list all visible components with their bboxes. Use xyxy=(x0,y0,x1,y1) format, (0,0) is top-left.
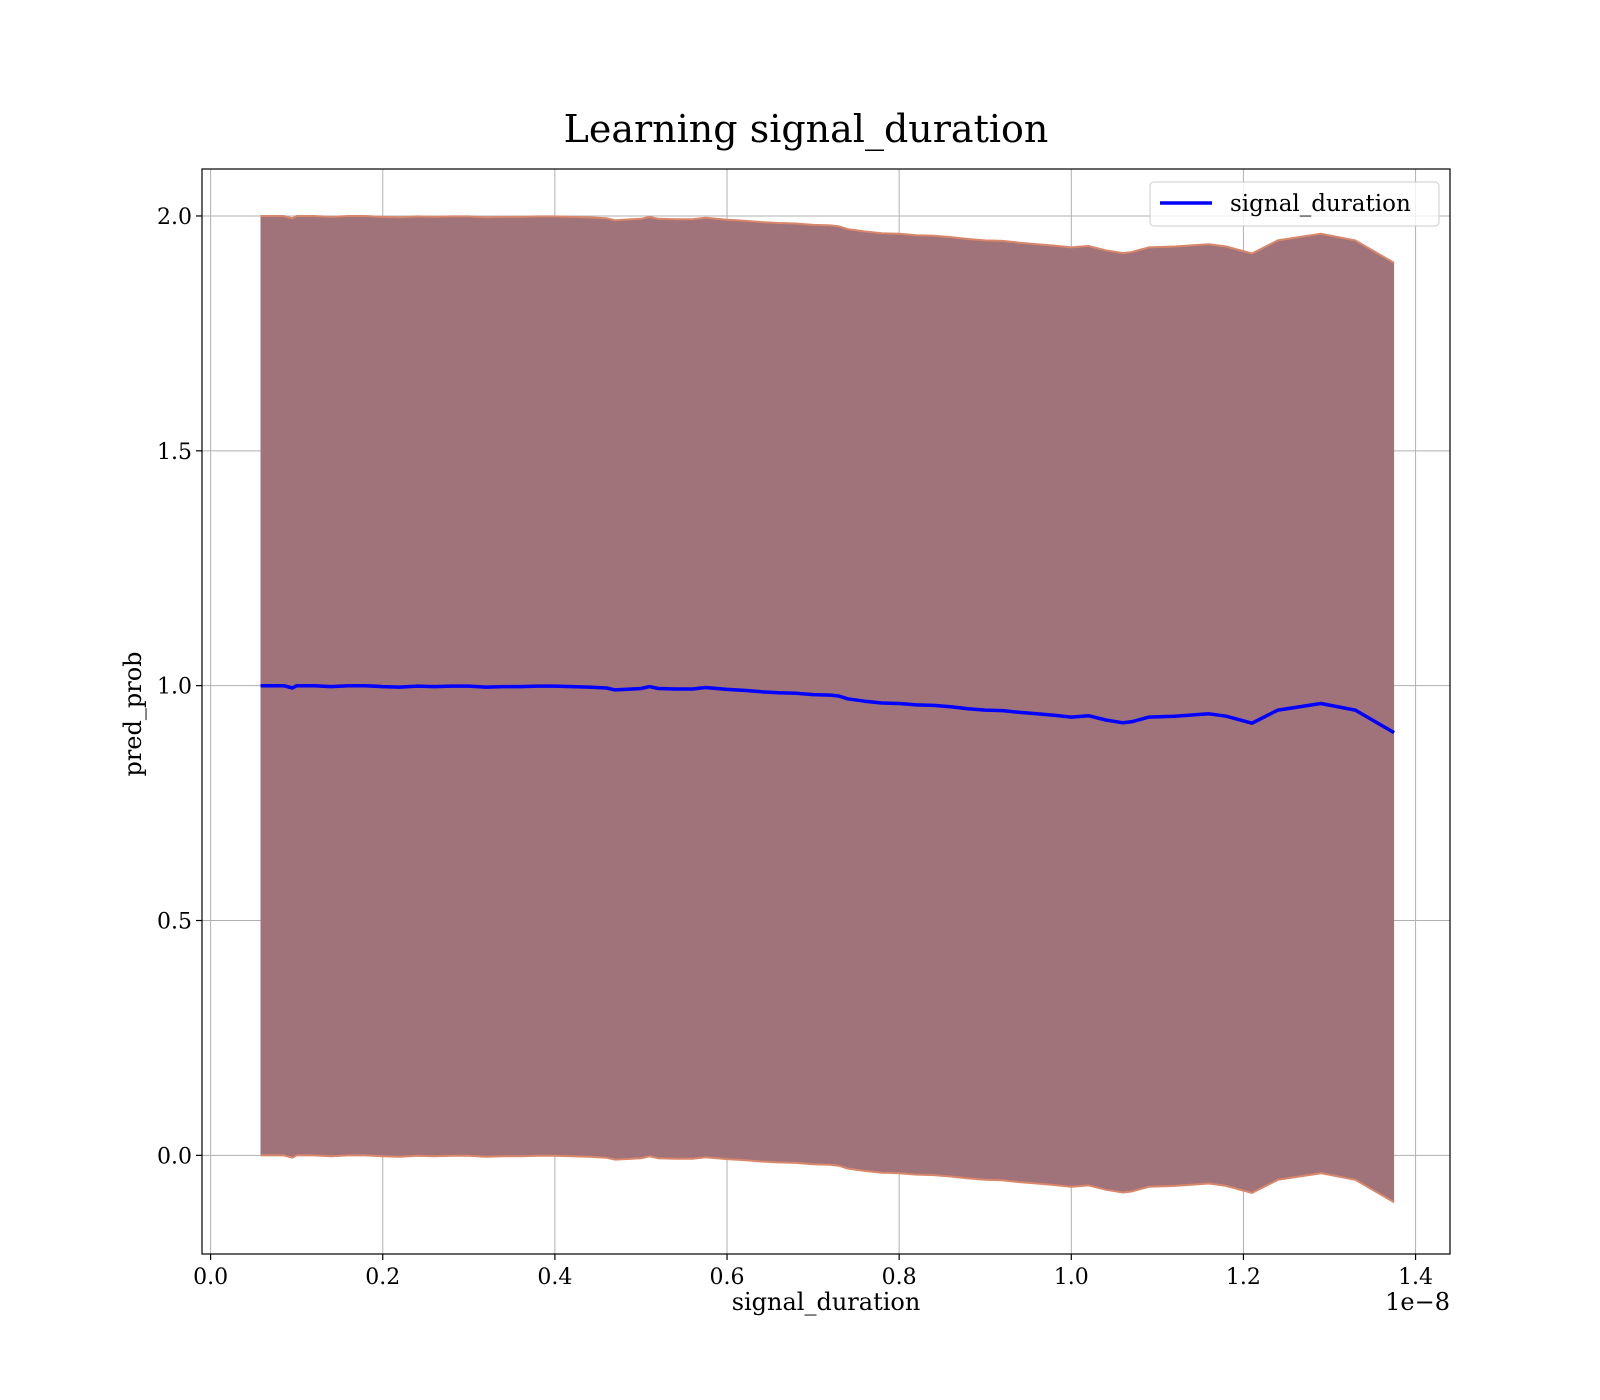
x-tick-label: 1.4 xyxy=(1398,1265,1433,1290)
x-tick-label: 0.4 xyxy=(537,1265,572,1290)
band-area xyxy=(260,216,1395,1203)
legend-entry-label: signal_duration xyxy=(1230,191,1411,217)
confidence-band xyxy=(260,215,1395,1204)
plot-frame xyxy=(201,168,1451,1255)
legend-box xyxy=(1149,181,1440,227)
x-ticks: 0.0 0.2 0.4 0.6 0.8 1.0 1.2 1.4 xyxy=(193,1254,1433,1290)
x-axis-label: signal_duration xyxy=(732,1288,921,1316)
series-lines xyxy=(260,683,1395,735)
band-upper-edge xyxy=(260,215,1395,264)
y-ticks: 0.0 0.5 1.0 1.5 2.0 xyxy=(157,205,202,1169)
y-tick-label: 2.0 xyxy=(157,205,192,230)
x-tick-label: 0.6 xyxy=(710,1265,745,1290)
x-axis-offset-label: 1e−8 xyxy=(1385,1288,1450,1316)
y-tick-label: 0.0 xyxy=(157,1144,192,1169)
x-tick-label: 0.0 xyxy=(193,1265,228,1290)
y-axis-label: pred_prob xyxy=(119,651,147,776)
chart-title: Learning signal_duration xyxy=(564,107,1049,152)
y-tick-label: 1.5 xyxy=(157,440,192,465)
legend: signal_duration xyxy=(1149,181,1440,227)
x-tick-label: 1.2 xyxy=(1226,1265,1261,1290)
y-tick-label: 0.5 xyxy=(157,910,192,935)
x-tick-label: 1.0 xyxy=(1054,1265,1089,1290)
x-tick-label: 0.2 xyxy=(365,1265,400,1290)
band-lower-edge xyxy=(260,1154,1395,1204)
y-tick-label: 1.0 xyxy=(157,675,192,700)
x-tick-label: 0.8 xyxy=(882,1265,917,1290)
series-line-signal-duration xyxy=(260,683,1395,735)
